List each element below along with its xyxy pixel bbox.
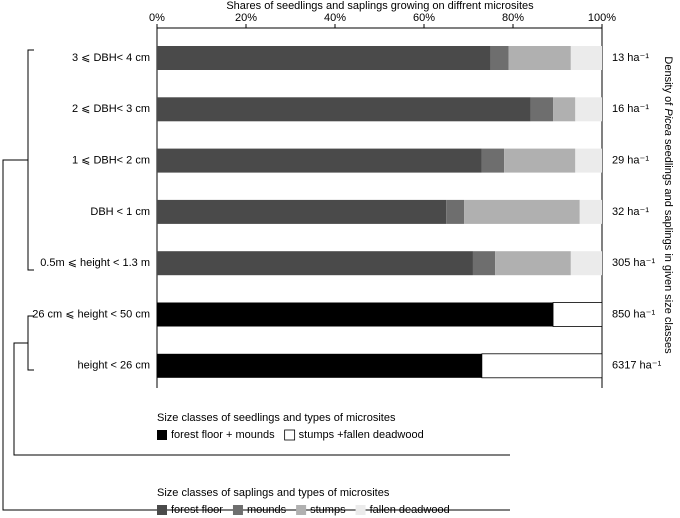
category-label: 26 cm ⩽ height < 50 cm — [32, 308, 150, 320]
bar-segment — [464, 199, 580, 224]
legend-label: forest floor + mounds — [171, 429, 275, 441]
bar-segment — [575, 97, 602, 122]
bar-segment — [490, 46, 509, 70]
x-tick-label: 60% — [413, 12, 435, 24]
right-label-part: seedlings and saplings in given size cla… — [662, 136, 674, 354]
seedling-bracket — [27, 315, 34, 371]
category-label: 3 ⩽ DBH< 4 cm — [72, 52, 150, 64]
legend-swatch — [232, 505, 243, 515]
right-label-part: Picea — [662, 108, 674, 136]
bar-segment — [157, 199, 447, 224]
density-label: 29 ha⁻¹ — [612, 155, 649, 167]
density-label: 305 ha⁻¹ — [612, 257, 655, 269]
density-label: 16 ha⁻¹ — [612, 103, 649, 115]
legend-title: Size classes of seedlings and types of m… — [157, 412, 396, 424]
bar-segment — [575, 148, 602, 173]
category-label: 1 ⩽ DBH< 2 cm — [72, 155, 150, 167]
legend-swatch — [296, 505, 307, 515]
x-tick-label: 20% — [235, 12, 257, 24]
category-label: 0.5m ⩽ height < 1.3 m — [40, 257, 150, 269]
legend-label: mounds — [247, 504, 287, 516]
density-label: 32 ha⁻¹ — [612, 206, 649, 218]
x-tick-label: 80% — [502, 12, 524, 24]
x-tick-label: 100% — [588, 12, 616, 24]
bar-segment — [157, 353, 482, 378]
bar-segment — [553, 97, 576, 122]
density-label: 13 ha⁻¹ — [612, 52, 649, 64]
legend-swatch — [355, 505, 366, 515]
bar-segment — [552, 302, 603, 327]
right-axis-label-group: Density of Picea seedlings and saplings … — [662, 56, 674, 354]
legend-label: stumps — [310, 504, 346, 516]
bar-segment — [157, 97, 531, 122]
legend-swatch — [157, 505, 167, 515]
chart-title: Shares of seedlings and saplings growing… — [226, 0, 534, 12]
bar-segment — [579, 199, 602, 224]
category-label: DBH < 1 cm — [90, 206, 150, 218]
density-label: 6317 ha⁻¹ — [612, 360, 662, 372]
category-label: 2 ⩽ DBH< 3 cm — [72, 103, 150, 115]
seedling-connector — [13, 342, 510, 456]
bar-segment — [157, 302, 554, 327]
legend-swatch — [157, 430, 167, 440]
bar-segment — [570, 46, 602, 70]
legend-label: fallen deadwood — [370, 504, 450, 516]
bar-segment — [481, 148, 505, 173]
bar-segment — [157, 148, 482, 173]
bar-segment — [495, 251, 571, 276]
legend-label: stumps +fallen deadwood — [299, 429, 424, 441]
sapling-connector — [2, 159, 510, 511]
bar-segment — [157, 46, 491, 70]
x-tick-label: 40% — [324, 12, 346, 24]
density-label: 850 ha⁻¹ — [612, 308, 655, 320]
bar-segment — [157, 251, 473, 276]
bar-segment — [472, 251, 496, 276]
right-axis-label: Density of Picea seedlings and saplings … — [662, 56, 674, 354]
brackets — [2, 49, 510, 511]
category-label: height < 26 cm — [78, 360, 150, 372]
legend-swatch — [284, 429, 296, 441]
bar-segment — [508, 46, 571, 70]
sapling-bracket — [27, 49, 34, 271]
legend-title: Size classes of saplings and types of mi… — [157, 487, 390, 499]
bar-segment — [446, 199, 465, 224]
legend-label: forest floor — [171, 504, 223, 516]
bar-segment — [530, 97, 554, 122]
bar-segment — [504, 148, 576, 173]
bar-segment — [481, 353, 603, 379]
bar-segment — [570, 251, 602, 276]
x-tick-label: 0% — [149, 12, 165, 24]
right-label-part: Density of — [662, 56, 674, 108]
